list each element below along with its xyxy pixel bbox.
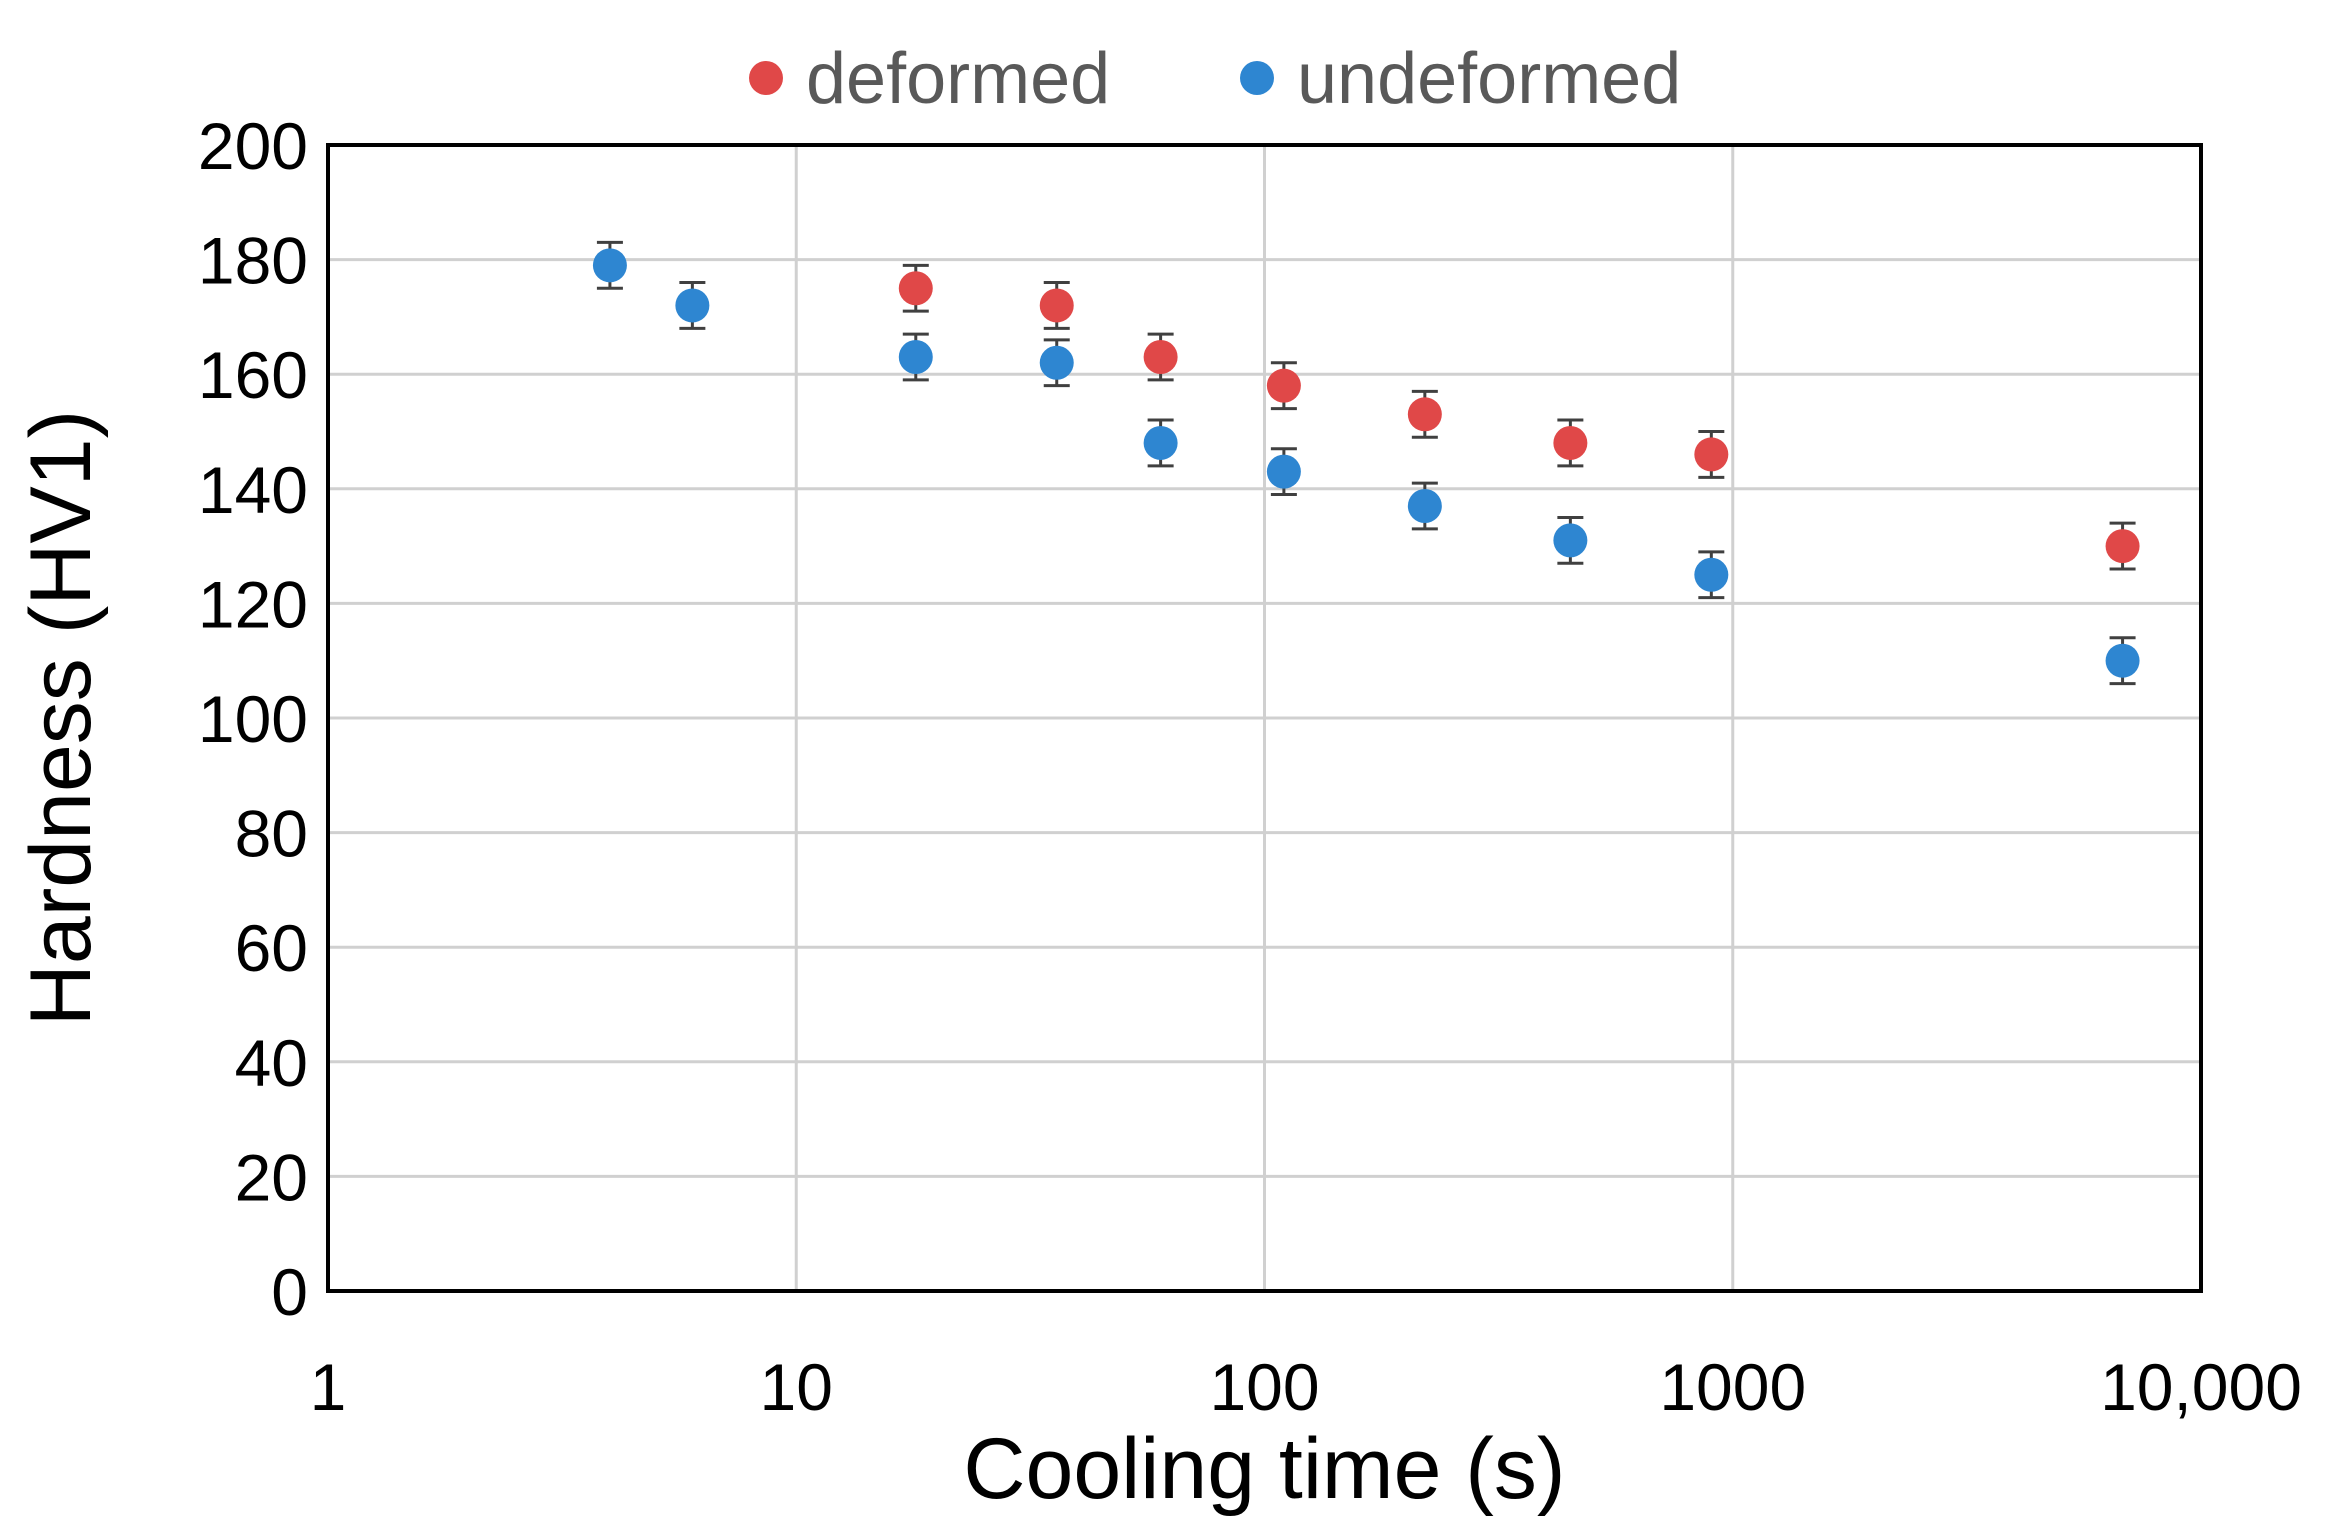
- data-point-undeformed: [1266, 454, 1301, 489]
- y-tick-label: 0: [271, 1255, 308, 1329]
- data-point-undeformed: [1407, 488, 1442, 523]
- data-point-deformed: [1694, 437, 1729, 472]
- data-point-undeformed: [1694, 557, 1729, 592]
- data-point-deformed: [1039, 288, 1074, 323]
- grid: [326, 143, 2203, 1293]
- x-tick-label: 1000: [1659, 1350, 1806, 1424]
- x-axis-title: Cooling time (s): [963, 1421, 1565, 1517]
- legend-marker-deformed: [749, 61, 783, 95]
- error-bars: [596, 240, 2136, 686]
- tick-labels: 0 20 40 60 80 100 120 140 160 180 200 1 10 100 1000 10,…: [198, 109, 2302, 1424]
- x-tick-label: 10: [760, 1350, 833, 1424]
- y-tick-label: 40: [235, 1026, 308, 1100]
- y-tick-label: 120: [198, 567, 308, 641]
- data-point-undeformed: [1143, 425, 1178, 460]
- y-tick-label: 160: [198, 338, 308, 412]
- legend-label-deformed: deformed: [806, 39, 1110, 119]
- data-point-deformed: [2105, 529, 2140, 564]
- legend-label-undeformed: undeformed: [1297, 39, 1681, 119]
- plot-frame: [326, 143, 2203, 1293]
- y-tick-label: 60: [235, 911, 308, 985]
- data-point-deformed: [1266, 368, 1301, 403]
- data-point-deformed: [898, 271, 933, 306]
- data-point-undeformed: [2105, 643, 2140, 678]
- legend: deformed undeformed: [749, 39, 1681, 119]
- data-point-undeformed: [898, 340, 933, 375]
- x-tick-label: 10,000: [2100, 1350, 2302, 1424]
- x-tick-label: 1: [310, 1350, 347, 1424]
- y-tick-label: 100: [198, 682, 308, 756]
- data-point-undeformed: [1039, 345, 1074, 380]
- data-point-deformed: [1143, 340, 1178, 375]
- y-tick-label: 20: [235, 1140, 308, 1214]
- data-point-undeformed: [592, 248, 627, 283]
- legend-marker-undeformed: [1240, 61, 1274, 95]
- y-tick-label: 80: [235, 797, 308, 871]
- data-points: [592, 248, 2140, 678]
- data-point-deformed: [1407, 397, 1442, 432]
- y-tick-label: 200: [198, 109, 308, 183]
- x-tick-label: 100: [1209, 1350, 1319, 1424]
- y-axis-title: Hardness (HV1): [13, 410, 109, 1027]
- y-tick-label: 180: [198, 224, 308, 298]
- data-point-undeformed: [1553, 523, 1588, 558]
- y-tick-label: 140: [198, 453, 308, 527]
- data-point-undeformed: [675, 288, 710, 323]
- data-point-deformed: [1553, 425, 1588, 460]
